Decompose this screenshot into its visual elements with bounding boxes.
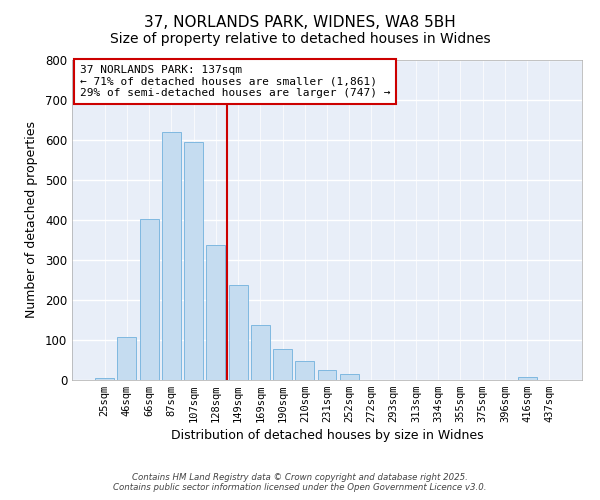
Bar: [317, 370, 337, 380]
Bar: [162, 132, 181, 380]
Y-axis label: Number of detached properties: Number of detached properties: [25, 122, 38, 318]
Bar: [340, 374, 359, 380]
Bar: [518, 377, 536, 380]
Bar: [273, 349, 292, 380]
Bar: [206, 245, 225, 380]
Bar: [295, 361, 314, 380]
Bar: [251, 325, 270, 380]
Bar: [118, 337, 136, 380]
Bar: [184, 142, 203, 380]
Bar: [140, 219, 158, 380]
Text: Contains HM Land Registry data © Crown copyright and database right 2025.
Contai: Contains HM Land Registry data © Crown c…: [113, 473, 487, 492]
Bar: [229, 285, 248, 380]
X-axis label: Distribution of detached houses by size in Widnes: Distribution of detached houses by size …: [170, 430, 484, 442]
Text: 37, NORLANDS PARK, WIDNES, WA8 5BH: 37, NORLANDS PARK, WIDNES, WA8 5BH: [144, 15, 456, 30]
Bar: [95, 378, 114, 380]
Text: Size of property relative to detached houses in Widnes: Size of property relative to detached ho…: [110, 32, 490, 46]
Text: 37 NORLANDS PARK: 137sqm
← 71% of detached houses are smaller (1,861)
29% of sem: 37 NORLANDS PARK: 137sqm ← 71% of detach…: [80, 65, 390, 98]
